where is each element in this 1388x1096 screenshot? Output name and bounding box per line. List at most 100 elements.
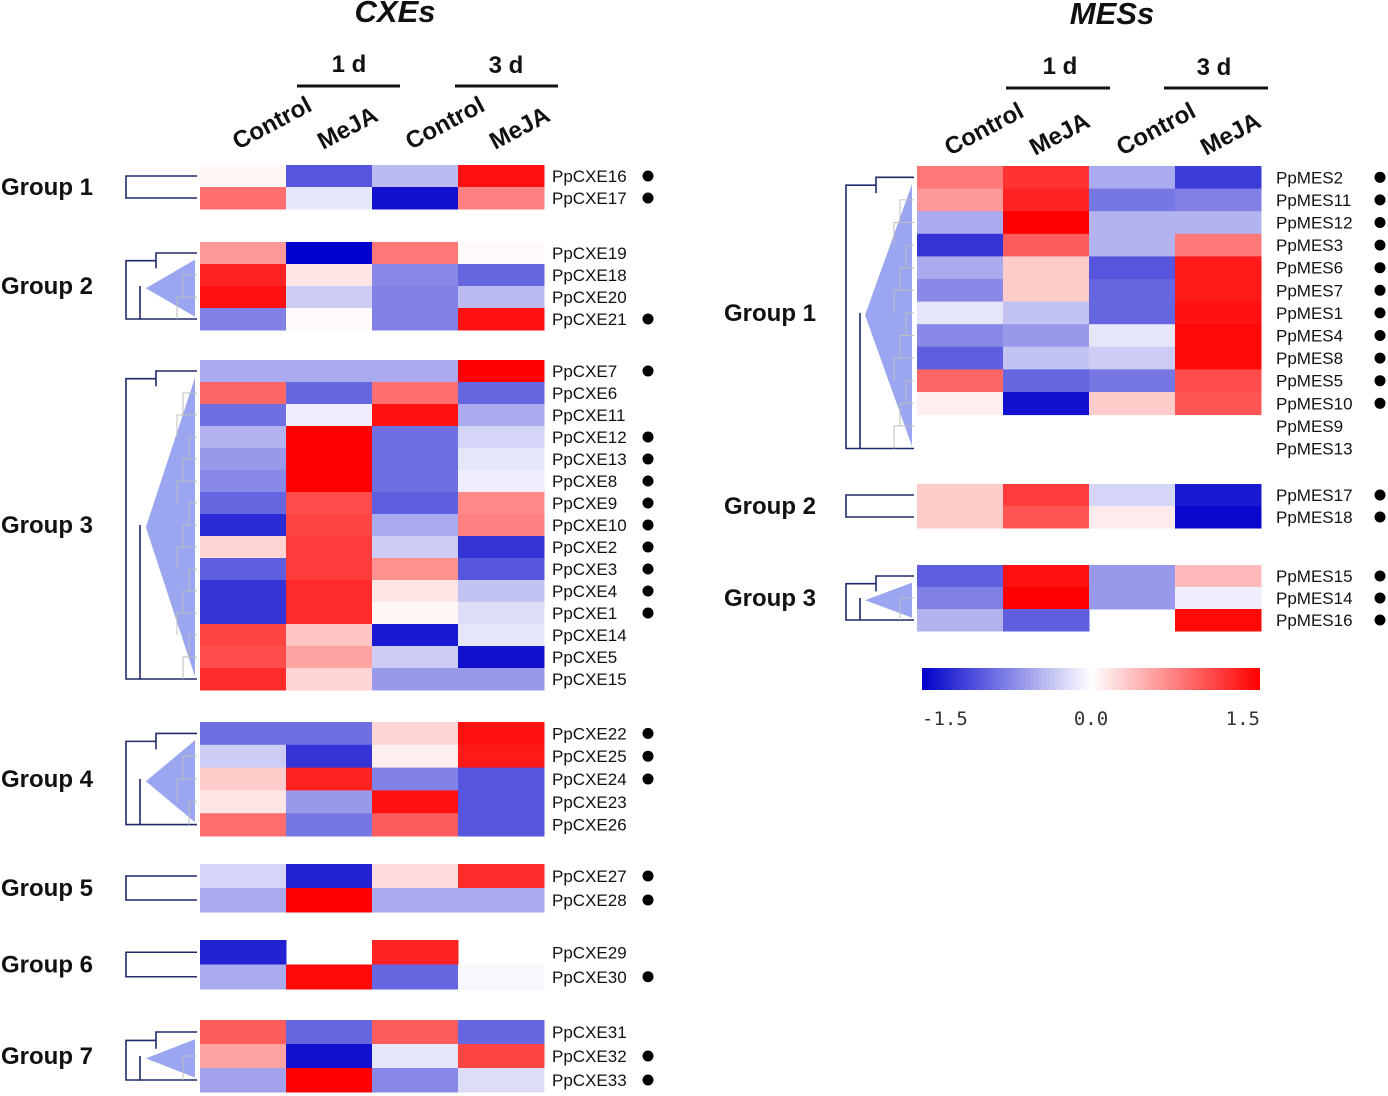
cxe-significance-dot (642, 563, 654, 575)
cxe-gene-label: PpCXE15 (552, 670, 627, 689)
cxe-heatmap-cell (200, 646, 287, 669)
cxe-gene-label: PpCXE28 (552, 891, 627, 910)
mes-heatmap-cell (1003, 233, 1090, 257)
mes-heatmap-cell (1175, 346, 1262, 370)
cxe-heatmap-cell (372, 382, 459, 405)
cxe-dendrogram-leaf (176, 480, 197, 503)
cxe-heatmap-cell (372, 242, 459, 265)
mes-significance-dot (1374, 489, 1386, 501)
cxe-gene-label: PpCXE25 (552, 747, 627, 766)
mes-heatmap-cell (917, 301, 1004, 325)
mes-significance-dot (1374, 239, 1386, 251)
cxe-group-label: Group 2 (1, 273, 93, 300)
cxe-heatmap-cell (372, 1020, 459, 1045)
cxe-significance-dot (642, 170, 654, 182)
cxe-gene-label: PpCXE21 (552, 310, 627, 329)
cxe-heatmap-cell (286, 187, 373, 210)
cxe-heatmap-cell (200, 722, 287, 746)
cxe-dendrogram-branch (125, 370, 197, 680)
mes-column-label: MeJA (1025, 107, 1094, 161)
mes-gene-label: PpMES3 (1276, 236, 1343, 255)
mes-heatmap-cell (1175, 279, 1262, 303)
mes-gene-label: PpMES9 (1276, 417, 1343, 436)
cxe-heatmap-cell (200, 668, 287, 691)
cxe-heatmap-cell (372, 646, 459, 669)
cxe-heatmap-cell (372, 492, 459, 515)
mes-significance-dot (1374, 592, 1386, 604)
cxe-dendrogram-leaf (188, 801, 197, 825)
cxe-heatmap-cell (372, 448, 459, 471)
cxe-significance-dot (642, 453, 654, 465)
cxe-heatmap-cell (286, 813, 373, 837)
mes-heatmap-cell (1089, 324, 1176, 348)
mes-dendrogram-subtree (865, 184, 912, 447)
cxe-heatmap-cell (458, 864, 545, 889)
mes-dendrogram-leaf (899, 335, 914, 359)
cxe-heatmap-cell (458, 767, 545, 791)
mes-gene-label: PpMES4 (1276, 327, 1343, 346)
cxe-heatmap-cell (372, 744, 459, 769)
colorbar-tick-label: 1.5 (1226, 708, 1260, 730)
mes-dendrogram-leaf (893, 357, 914, 381)
cxe-heatmap-cell (200, 602, 287, 625)
cxe-heatmap-cell (458, 813, 545, 837)
mes-heatmap-cell (917, 279, 1004, 303)
cxe-gene-label: PpCXE12 (552, 428, 627, 447)
mes-heatmap-cell (917, 369, 1004, 393)
cxe-gene-label: PpCXE8 (552, 472, 617, 491)
mes-heatmap-cell (1089, 256, 1176, 280)
cxe-gene-label: PpCXE29 (552, 943, 627, 962)
cxe-significance-dot (642, 750, 654, 762)
cxe-dendrogram-leaf (182, 274, 197, 297)
cxe-heatmap-cell (372, 514, 459, 537)
cxe-heatmap-cell (372, 308, 459, 331)
cxe-gene-label: PpCXE24 (552, 770, 627, 789)
cxe-heatmap-cell (286, 1020, 373, 1045)
cxe-heatmap-cell (200, 404, 287, 427)
cxe-dendrogram-leaf (176, 296, 197, 319)
cxe-heatmap-cell (372, 286, 459, 309)
cxe-heatmap-cell (200, 744, 287, 769)
cxe-timepoint-label: 3 d (489, 52, 524, 79)
cxe-gene-label: PpCXE13 (552, 450, 627, 469)
cxe-heatmap-cell (286, 470, 373, 493)
cxe-heatmap-cell (372, 722, 459, 746)
cxe-dendrogram-leaf (176, 612, 197, 635)
cxe-dendrogram-leaf (188, 634, 197, 657)
colorbar-tick-label: 0.0 (1074, 708, 1108, 730)
cxe-heatmap-cell (372, 813, 459, 837)
mes-dendrogram-branch (859, 312, 914, 450)
mes-heatmap-cell (1003, 609, 1090, 632)
cxe-heatmap-cell (286, 558, 373, 581)
mes-heatmap-cell (1089, 166, 1176, 190)
cxe-dendrogram-leaf (182, 590, 197, 613)
mes-timepoint-label: 3 d (1197, 54, 1232, 81)
mes-heatmap-cell (1003, 211, 1090, 235)
cxe-heatmap-cell (286, 722, 373, 746)
cxe-dendrogram-branch (125, 1031, 197, 1081)
cxe-significance-dot (642, 971, 654, 983)
cxe-heatmap-cell (372, 1068, 459, 1093)
cxe-heatmap-cell (286, 286, 373, 309)
mes-heatmap-cell (1089, 233, 1176, 257)
cxe-significance-dot (642, 497, 654, 509)
cxe-heatmap-cell (200, 360, 287, 383)
cxe-dendrogram-subtree (145, 740, 195, 823)
cxe-dendrogram-subtree (145, 259, 195, 317)
cxe-gene-label: PpCXE19 (552, 244, 627, 263)
mes-heatmap-cell (1003, 369, 1090, 393)
mes-heatmap-cell (1175, 565, 1262, 588)
cxe-heatmap-cell (458, 470, 545, 493)
mes-gene-label: PpMES17 (1276, 486, 1353, 505)
mes-heatmap-cell (1003, 506, 1090, 529)
cxe-heatmap-cell (458, 888, 545, 913)
mes-significance-dot (1374, 171, 1386, 183)
cxe-column-label: MeJA (313, 101, 382, 155)
cxe-heatmap-cell (200, 864, 287, 889)
mes-heatmap-cell (1003, 188, 1090, 212)
cxe-significance-dot (642, 894, 654, 906)
cxe-heatmap-cell (286, 646, 373, 669)
cxe-heatmap-cell (286, 264, 373, 287)
mes-significance-dot (1374, 352, 1386, 364)
